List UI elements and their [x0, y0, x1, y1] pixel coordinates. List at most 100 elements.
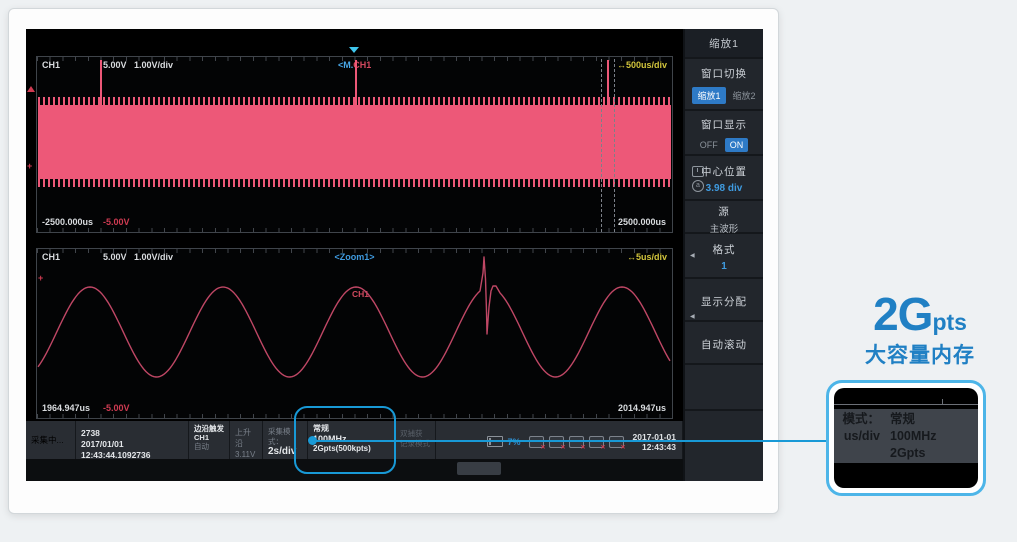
memory-mode: 常规	[313, 424, 329, 433]
trigger-level-marker[interactable]	[27, 86, 35, 92]
oscilloscope-card: CH1 5.00V 1.00V/div <M.CH1 ↔500us/div -2…	[8, 8, 779, 514]
trigger-source: CH1	[194, 433, 210, 442]
trigger-level: 3.11V	[235, 450, 256, 459]
trace-channel-label: CH1	[352, 289, 370, 299]
callout-line	[313, 440, 830, 442]
channel-label: CH1	[42, 60, 61, 70]
volts-per-div-label: 1.00V/div	[134, 60, 174, 70]
channel-position-marker[interactable]: +	[27, 161, 33, 171]
zoomline	[614, 59, 615, 232]
scale-label: 5.00V	[103, 252, 127, 262]
gridline	[834, 404, 978, 405]
sidebar-item-window-display[interactable]: 窗口显示 OFF ON	[685, 111, 763, 156]
sidebar-item-auto-scroll[interactable]: 自动滚动	[685, 322, 763, 365]
callout-dot	[308, 436, 317, 445]
zoomed-right-column: 常规 100MHz 2Gpts	[890, 411, 937, 462]
oscilloscope-screen: CH1 5.00V 1.00V/div <M.CH1 ↔500us/div -2…	[26, 29, 763, 481]
format-value: 1	[721, 261, 727, 272]
chevron-left-icon: ◀	[690, 313, 695, 320]
window-display-label: 窗口显示	[701, 119, 747, 131]
promo-caption: 大容量内存	[865, 344, 975, 367]
chevron-left-icon: ◀	[690, 252, 695, 259]
band-solid	[38, 105, 671, 179]
date-label: 2017-01-01	[632, 431, 676, 442]
trigger-edge: 上升沿	[235, 428, 251, 448]
knob-icon	[692, 166, 704, 177]
zoom2-button[interactable]: 缩放2	[732, 91, 756, 101]
zoomed-mode-value: 常规	[890, 411, 916, 426]
center-position-label: 中心位置	[701, 166, 747, 178]
zoomed-status-band: 模式： us/div 常规 100MHz 2Gpts	[834, 409, 978, 463]
trigger-edge-segment[interactable]: 上升沿 3.11V	[230, 421, 262, 459]
off-button[interactable]: OFF	[699, 140, 718, 150]
sidebar-title: 缩放1	[685, 29, 763, 59]
memory-bandwidth: 100MHz	[313, 434, 347, 444]
time-end-label: 2014.947us	[617, 403, 666, 413]
panel1-header: CH1 5.00V 1.00V/div <M.CH1 ↔500us/div	[37, 60, 672, 72]
trigger-segment[interactable]: 边沿触发 CH1 自动	[189, 421, 229, 459]
footer-chip[interactable]	[457, 462, 501, 475]
zoomed-depth-value: 2Gpts	[890, 445, 926, 460]
zoom1-button[interactable]: 缩放1	[692, 87, 726, 104]
promo-unit: pts	[932, 309, 967, 335]
sidebar-menu: 缩放1 窗口切换 缩放1 缩放2 窗口显示 OFF ON	[683, 29, 763, 481]
panel1-footer: -2500.000us -5.00V 2500.000us	[37, 217, 672, 229]
time-start-label: 1964.947us	[42, 403, 91, 413]
source-label: 源	[718, 206, 730, 218]
channel-label: CH1	[42, 252, 61, 262]
center-position-value: 3.98 div	[705, 183, 743, 194]
sidebar-item-window-switch[interactable]: 窗口切换 缩放1 缩放2	[685, 59, 763, 111]
panel2-footer: 1964.947us -5.00V 2014.947us	[37, 403, 672, 415]
acquire-state-segment[interactable]: 采集中...	[26, 421, 75, 459]
promo-value: 2G	[873, 288, 933, 340]
display-allocation-label: 显示分配	[701, 296, 747, 308]
zoom-channel-position-marker[interactable]: +	[38, 273, 44, 283]
volt-min-label: -5.00V	[103, 217, 130, 227]
trigger-type: 边沿触发	[194, 424, 224, 433]
frame-timestamp-segment[interactable]: 2738 2017/01/01 12:43:44.1092736	[76, 421, 188, 459]
disabled-mode-1: 双捕获	[400, 429, 423, 438]
scale-label: 5.00V	[103, 60, 127, 70]
zoomed-bandwidth-value: 100MHz	[890, 428, 937, 443]
time-start-label: -2500.000us	[42, 217, 94, 227]
band-comb	[38, 179, 671, 187]
datetime: 2017-01-01 12:43:43	[633, 432, 676, 452]
sidebar-item-source[interactable]: 源 主波形	[685, 201, 763, 235]
auto-scroll-label: 自动滚动	[701, 339, 747, 351]
zoomed-mode-label: 模式：	[842, 411, 880, 426]
window-switch-label: 窗口切换	[701, 68, 747, 80]
memory-depth: 2Gpts(500kpts)	[313, 444, 371, 453]
auto-icon: a	[692, 180, 704, 192]
timestamp: 2017/01/01 12:43:44.1092736	[81, 439, 151, 459]
sidebar-item-display-allocation[interactable]: ◀ 显示分配	[685, 279, 763, 322]
band-comb	[38, 97, 671, 105]
gridline-tick	[942, 399, 943, 404]
trigger-position-icon[interactable]	[349, 47, 359, 53]
sine-waveform	[37, 256, 671, 378]
sidebar-item-empty	[685, 411, 763, 479]
time-end-label: 2500.000us	[617, 217, 666, 227]
format-label: 格式	[712, 244, 736, 256]
sidebar-item-format[interactable]: ◀ 格式 1	[685, 234, 763, 279]
main-waveform-panel[interactable]: CH1 5.00V 1.00V/div <M.CH1 ↔500us/div -2…	[36, 56, 673, 233]
acquisition-value: 2s/div	[268, 446, 297, 457]
acquisition-label: 采集模式：	[268, 427, 291, 446]
zoomed-detail-box: 模式： us/div 常规 100MHz 2Gpts	[826, 380, 986, 496]
acquisition-segment[interactable]: 采集模式： 2s/div	[263, 421, 307, 459]
disabled-mode-2: 记录模式	[400, 439, 430, 448]
zoomline	[601, 59, 602, 232]
acquire-state-label: 采集中...	[31, 435, 64, 445]
panel2-header: CH1 5.00V 1.00V/div <Zoom1> ↔5us/div	[37, 252, 672, 264]
volts-per-div-label: 1.00V/div	[134, 252, 174, 262]
sidebar-item-center-position[interactable]: a 中心位置 3.98 div	[685, 156, 763, 201]
marker-label: <M.CH1	[338, 60, 372, 70]
trigger-mode: 自动	[194, 442, 209, 451]
bottom-strip	[26, 459, 683, 481]
zoom-waveform-panel[interactable]: CH1 5.00V 1.00V/div <Zoom1> ↔5us/div CH1…	[36, 248, 673, 419]
spike	[355, 60, 357, 105]
zoomed-timebase-label: us/div	[843, 428, 880, 443]
zoomed-left-column: 模式： us/div	[834, 411, 880, 462]
on-button[interactable]: ON	[724, 138, 749, 152]
zoom-tag-label: <Zoom1>	[334, 252, 375, 262]
